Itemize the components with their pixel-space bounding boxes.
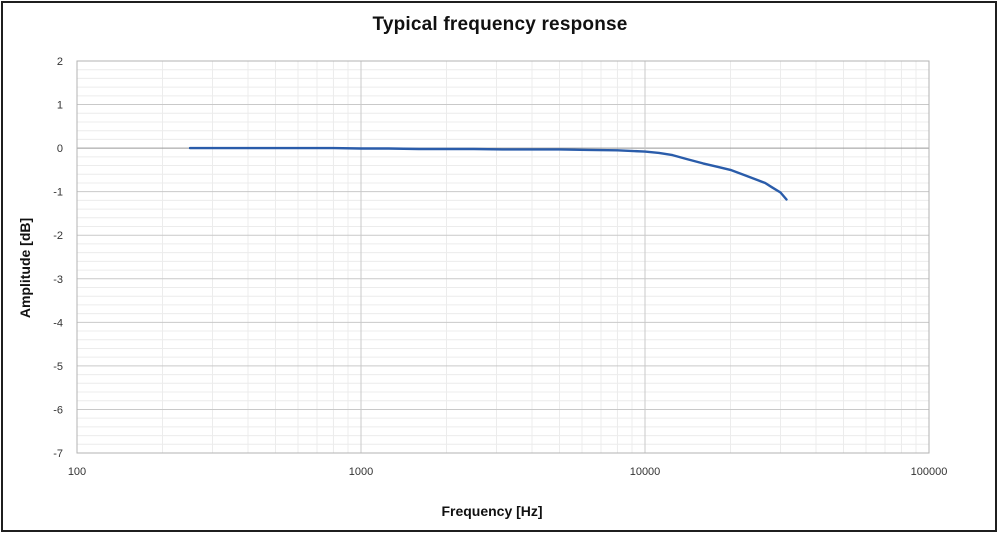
x-tick-label: 100	[68, 466, 86, 478]
x-tick-label: 10000	[630, 466, 661, 478]
y-tick-label: -3	[53, 274, 63, 286]
y-tick-label: -2	[53, 230, 63, 242]
y-tick-label: 1	[57, 100, 63, 112]
y-tick-label: -1	[53, 187, 63, 199]
y-tick-label: -5	[53, 361, 63, 373]
x-tick-label: 1000	[349, 466, 373, 478]
x-axis-label: Frequency [Hz]	[441, 503, 543, 519]
y-tick-label: -6	[53, 404, 63, 416]
series-frequency-response	[188, 146, 788, 201]
y-axis-label: Amplitude [dB]	[17, 217, 33, 319]
y-tick-label: -4	[53, 317, 63, 329]
chart-title: Typical frequency response	[372, 14, 628, 35]
y-tick-label: -7	[53, 448, 63, 460]
plot-border	[76, 60, 930, 454]
y-tick-label: 0	[57, 143, 63, 155]
chart-frame	[1, 1, 997, 532]
x-tick-label: 100000	[911, 466, 948, 478]
y-tick-label: 2	[57, 56, 63, 68]
